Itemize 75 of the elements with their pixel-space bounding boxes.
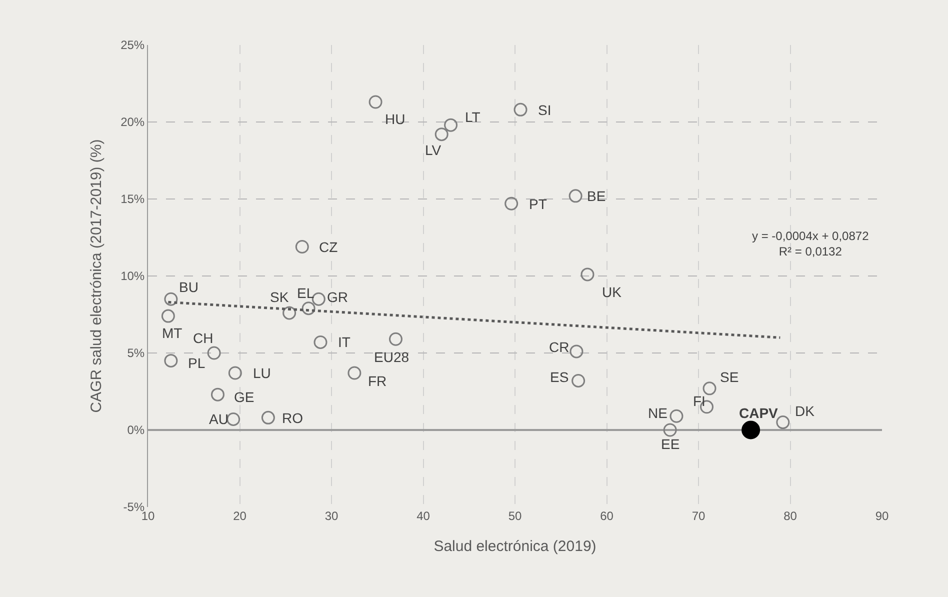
annotation: CR: [549, 339, 570, 355]
point: [226, 412, 240, 426]
point: [570, 344, 584, 358]
annotation: FI: [693, 393, 706, 409]
y-tick-label: 20%: [120, 115, 145, 130]
point: [314, 335, 328, 349]
point: [228, 366, 242, 380]
point: [207, 346, 221, 360]
point: [568, 189, 582, 203]
annotation: EL: [297, 285, 314, 301]
x-tick-label: 70: [692, 509, 706, 523]
annotation: ES: [550, 369, 569, 385]
annotation: IT: [338, 334, 351, 350]
annotation: EE: [661, 436, 680, 452]
annotation: EU28: [374, 349, 410, 365]
y-tick-label: 10%: [120, 269, 145, 284]
annotation: BU: [179, 279, 198, 295]
point: [434, 128, 448, 142]
x-tick-label: 60: [600, 509, 614, 523]
annotation: CH: [193, 330, 214, 346]
point: [210, 388, 224, 402]
y-tick-label: 0%: [127, 423, 145, 438]
point: [282, 306, 296, 320]
annotation: LT: [465, 109, 481, 125]
annotation: y = -0,0004x + 0,0872 R² = 0,0132: [752, 229, 870, 259]
annotation: UK: [602, 284, 622, 300]
point: [670, 409, 684, 423]
point: [504, 196, 518, 210]
x-tick-label: 90: [875, 509, 889, 523]
point: [261, 410, 275, 424]
x-tick-label: 30: [324, 509, 338, 523]
point: [742, 420, 760, 440]
point: [514, 102, 528, 116]
point: [580, 268, 594, 282]
x-tick-label: 20: [233, 509, 247, 523]
annotation: HU: [385, 111, 406, 127]
point: [663, 423, 677, 437]
x-tick-label: 40: [416, 509, 430, 523]
annotation: CZ: [319, 239, 338, 255]
point: [702, 382, 716, 396]
annotation: LV: [425, 142, 442, 158]
annotation: PL: [188, 355, 206, 371]
y-tick-label: 5%: [127, 346, 145, 360]
y-tick-label: 25%: [120, 38, 145, 52]
x-axis-title: Salud electrónica (2019): [434, 538, 596, 555]
annotation: FR: [368, 373, 387, 389]
annotation: AU: [209, 411, 228, 427]
y-tick-label: 15%: [120, 192, 145, 206]
annotation: LU: [253, 365, 271, 381]
annotation: NE: [648, 405, 668, 421]
point: [161, 309, 175, 323]
annotation: MT: [162, 325, 183, 341]
point: [164, 292, 178, 306]
point: [368, 95, 382, 109]
annotation: RO: [282, 410, 304, 426]
annotation: SE: [720, 369, 739, 385]
point: [164, 354, 178, 368]
point: [388, 332, 402, 346]
point: [302, 302, 316, 316]
annotation: GE: [234, 389, 254, 405]
annotation: SI: [538, 102, 552, 118]
point: [572, 374, 586, 388]
annotation: BE: [587, 188, 606, 204]
point: [295, 240, 309, 254]
annotation: PT: [529, 196, 548, 212]
annotation: GR: [327, 289, 348, 305]
annotation: SK: [270, 289, 290, 305]
x-tick-label: 50: [508, 509, 522, 523]
point: [444, 118, 458, 132]
point: [776, 416, 790, 430]
annotation: CAPV: [739, 405, 779, 421]
y-axis-title: CAGR salud electrónica (2017-2019) (%): [88, 139, 105, 413]
point: [348, 366, 362, 380]
x-tick-label: 80: [784, 509, 798, 523]
annotation: DK: [795, 403, 816, 419]
